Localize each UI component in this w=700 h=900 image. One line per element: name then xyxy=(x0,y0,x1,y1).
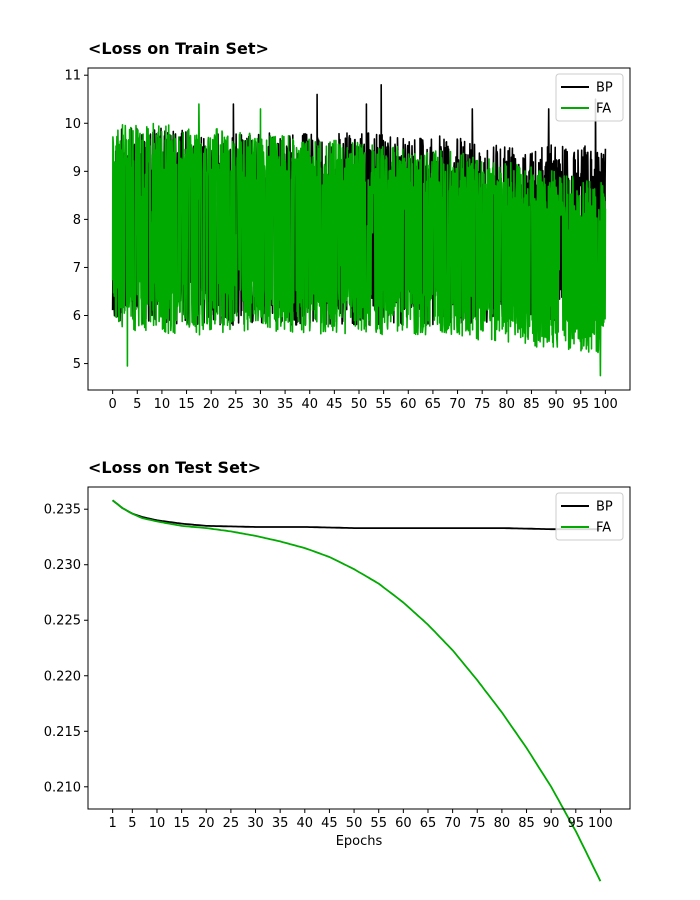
x-tick-label: 100 xyxy=(593,397,618,412)
x-tick-label: 70 xyxy=(444,816,461,831)
x-tick-label: 75 xyxy=(474,397,491,412)
x-tick-label: 85 xyxy=(518,816,535,831)
x-tick-label: 5 xyxy=(128,816,136,831)
y-tick-label: 10 xyxy=(64,117,81,132)
y-tick-label: 9 xyxy=(73,165,81,180)
test-loss-chart: <Loss on Test Set> 1 5 10 15 20 25 30 35 40 45 50 5… xyxy=(44,458,631,882)
x-tick-label: 10 xyxy=(154,397,171,412)
x-tick-label: 5 xyxy=(133,397,141,412)
train-loss-chart: <Loss on Train Set> 0 5 10 15 20 25 30 35 40 45 50… xyxy=(64,39,631,412)
x-tick-label: 95 xyxy=(572,397,589,412)
train-plot-area xyxy=(111,84,607,377)
train-legend: BP FA xyxy=(555,73,624,122)
y-tick-label: 0.220 xyxy=(44,669,81,684)
test-axes: 1 5 10 15 20 25 30 35 40 45 50 55 60 65 70 75 80 85 90 95 10… xyxy=(44,486,631,831)
test-chart-title: <Loss on Test Set> xyxy=(88,458,261,477)
plot-frame xyxy=(87,486,631,810)
test-series-bp-line xyxy=(112,499,601,531)
x-tick-label: 1 xyxy=(108,816,116,831)
x-tick-label: 20 xyxy=(203,397,220,412)
x-tick-label: 50 xyxy=(351,397,368,412)
legend-box xyxy=(555,73,624,122)
x-tick-label: 90 xyxy=(543,816,560,831)
legend-label-bp: BP xyxy=(596,81,613,96)
legend-label-bp: BP xyxy=(596,500,613,515)
x-tick-label: 15 xyxy=(178,397,195,412)
x-tick-label: 75 xyxy=(469,816,486,831)
y-tick-label: 5 xyxy=(73,357,81,372)
x-tick-label: 95 xyxy=(568,816,585,831)
x-tick-label: 35 xyxy=(272,816,289,831)
y-tick-label: 0.230 xyxy=(44,558,81,573)
x-tick-label: 55 xyxy=(375,397,392,412)
x-tick-label: 85 xyxy=(523,397,540,412)
x-tick-label: 20 xyxy=(198,816,215,831)
y-tick-label: 0.215 xyxy=(44,725,81,740)
x-tick-label: 50 xyxy=(346,816,363,831)
x-tick-label: 100 xyxy=(588,816,613,831)
legend-label-fa: FA xyxy=(596,102,611,117)
legend-label-fa: FA xyxy=(596,521,611,536)
x-tick-label: 45 xyxy=(321,816,338,831)
x-tick-label: 40 xyxy=(297,816,314,831)
y-tick-label: 0.225 xyxy=(44,614,81,629)
x-tick-label: 65 xyxy=(425,397,442,412)
y-tick-label: 7 xyxy=(73,261,81,276)
x-tick-label: 60 xyxy=(395,816,412,831)
x-tick-label: 70 xyxy=(449,397,466,412)
x-tick-label: 60 xyxy=(400,397,417,412)
x-tick-label: 55 xyxy=(370,816,387,831)
y-tick-label: 0.235 xyxy=(44,503,81,518)
x-tick-label: 25 xyxy=(228,397,245,412)
x-tick-label: 15 xyxy=(173,816,190,831)
x-tick-label: 40 xyxy=(301,397,318,412)
x-tick-label: 30 xyxy=(247,816,264,831)
train-axes: 0 5 10 15 20 25 30 35 40 45 50 55 60 65 70 75 80 85 90 95 10… xyxy=(64,67,631,412)
test-x-axis-label: Epochs xyxy=(336,834,383,849)
x-tick-label: 80 xyxy=(494,816,511,831)
legend-box xyxy=(555,492,624,541)
test-legend: BP FA xyxy=(555,492,624,541)
x-tick-label: 30 xyxy=(252,397,269,412)
x-tick-label: 35 xyxy=(277,397,294,412)
test-series-fa-line xyxy=(112,499,602,882)
y-tick-label: 0.210 xyxy=(44,780,81,795)
x-tick-label: 90 xyxy=(548,397,565,412)
y-tick-label: 6 xyxy=(73,309,81,324)
x-tick-label: 10 xyxy=(149,816,166,831)
x-tick-label: 25 xyxy=(223,816,240,831)
x-tick-label: 80 xyxy=(499,397,516,412)
x-tick-label: 0 xyxy=(108,397,116,412)
y-tick-label: 11 xyxy=(64,69,81,84)
train-chart-title: <Loss on Train Set> xyxy=(88,39,269,58)
y-tick-label: 8 xyxy=(73,213,81,228)
x-tick-label: 45 xyxy=(326,397,343,412)
train-series-fa-line xyxy=(111,103,607,377)
test-plot-area xyxy=(112,499,602,882)
x-tick-label: 65 xyxy=(420,816,437,831)
